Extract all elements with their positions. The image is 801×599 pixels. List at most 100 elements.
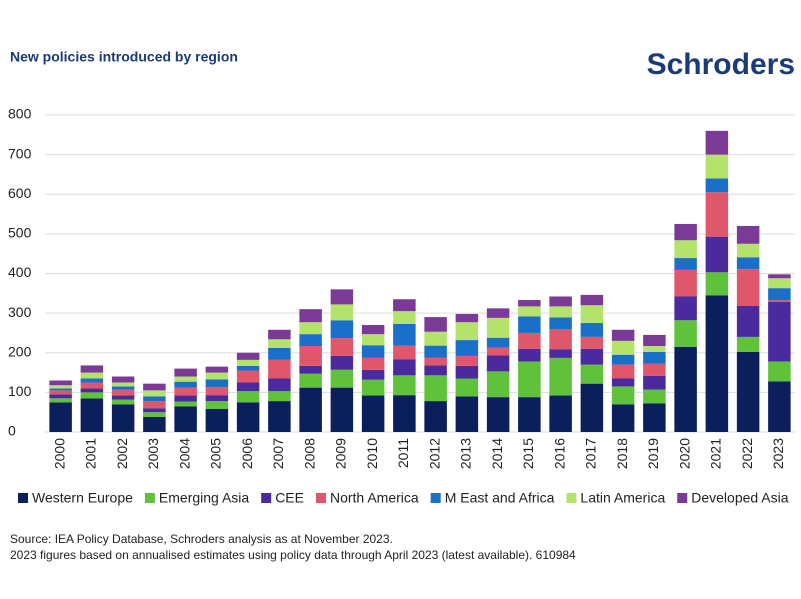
bar-segment xyxy=(174,395,197,402)
bar-segment xyxy=(674,320,697,347)
bar-segment xyxy=(736,225,760,244)
y-tick-label: 400 xyxy=(8,264,32,280)
bar-segment xyxy=(643,346,666,352)
bar-segment xyxy=(580,364,604,384)
bar-segment xyxy=(455,313,479,323)
bar-segment xyxy=(611,378,635,387)
bar-segment xyxy=(80,372,104,379)
y-tick-label: 100 xyxy=(8,383,32,399)
bar-segment xyxy=(361,325,385,335)
bar-segment xyxy=(330,355,354,370)
bar-segment xyxy=(205,395,229,402)
bar-segment xyxy=(768,274,791,279)
bar-segment xyxy=(455,355,479,366)
bar-segment xyxy=(268,391,291,402)
bar-segment xyxy=(49,398,72,403)
bar-segment xyxy=(80,392,104,399)
x-tick-label: 2008 xyxy=(301,438,317,469)
bar-segment xyxy=(424,401,447,432)
bar-segment xyxy=(111,395,135,400)
bar-segment xyxy=(143,412,166,417)
bar-segment xyxy=(268,329,291,340)
bar-segment xyxy=(49,385,72,389)
bar-segment xyxy=(143,401,166,409)
x-tick-label: 2013 xyxy=(458,438,474,469)
legend-label: Developed Asia xyxy=(691,490,789,506)
x-tick-label: 2012 xyxy=(426,438,442,469)
bar-segment xyxy=(705,178,729,193)
bar-segment xyxy=(49,388,72,391)
bar-segment xyxy=(143,390,166,397)
bar-segment xyxy=(361,334,385,346)
bar-segment xyxy=(49,394,72,399)
bar-segment xyxy=(549,395,572,432)
bar-segment xyxy=(486,397,510,432)
x-tick-label: 2002 xyxy=(114,438,130,469)
bar-segment xyxy=(768,300,791,303)
x-tick-label: 2016 xyxy=(551,438,567,469)
bar-segment xyxy=(330,387,354,432)
bar-segment xyxy=(674,269,697,297)
bar-segment xyxy=(611,386,635,405)
bar-segment xyxy=(143,396,166,402)
bar-segment xyxy=(205,401,229,410)
bar-segment xyxy=(393,395,416,432)
bar-segment xyxy=(393,311,416,324)
bar-segment xyxy=(768,361,791,382)
x-tick-label: 2006 xyxy=(239,438,255,469)
bar-segment xyxy=(361,345,385,358)
bar-segment xyxy=(643,351,666,364)
bar-segment xyxy=(111,389,135,396)
bar-segment xyxy=(299,373,322,388)
brand-logo: Schroders xyxy=(647,48,795,81)
bar-segment xyxy=(111,376,135,383)
bar-segment xyxy=(486,371,510,398)
bar-segment xyxy=(80,388,104,393)
bar-segment xyxy=(299,334,322,347)
bar-segment xyxy=(205,379,229,388)
bar-segment xyxy=(768,381,791,432)
x-tick-label: 2007 xyxy=(270,438,286,469)
x-tick-label: 2009 xyxy=(333,438,349,469)
x-tick-label: 2023 xyxy=(770,438,786,469)
bar-segment xyxy=(361,369,385,380)
legend-label: Western Europe xyxy=(32,490,133,506)
bar-segment xyxy=(111,404,135,432)
bar-segment xyxy=(299,346,322,366)
bar-segment xyxy=(736,305,760,337)
bar-segment xyxy=(330,289,354,305)
legend-swatch xyxy=(315,493,326,503)
bar-segment xyxy=(111,386,135,390)
bar-segment xyxy=(705,295,729,432)
bar-segment xyxy=(580,383,604,432)
legend-swatch xyxy=(677,493,688,503)
bar-segment xyxy=(768,302,791,362)
bar-segment xyxy=(393,299,416,312)
bar-segment xyxy=(549,296,572,307)
bar-segment xyxy=(424,331,447,346)
bar-segment xyxy=(49,402,72,432)
x-tick-label: 2022 xyxy=(739,438,755,469)
bar-segment xyxy=(580,348,604,365)
bar-segment xyxy=(111,382,135,387)
bar-segment xyxy=(299,365,322,374)
legend-swatch xyxy=(261,493,272,503)
bar-segment xyxy=(393,359,416,376)
bar-segment xyxy=(393,375,416,396)
bar-segment xyxy=(393,345,416,360)
bar-segment xyxy=(611,404,635,432)
legend-swatch xyxy=(430,493,441,503)
bar-segment xyxy=(580,305,604,324)
bar-segment xyxy=(205,372,229,380)
bar-segment xyxy=(549,306,572,318)
x-tick-label: 2019 xyxy=(645,438,661,469)
bar-segment xyxy=(174,401,197,407)
legend-label: North America xyxy=(330,490,419,506)
bar-segment xyxy=(330,304,354,321)
bar-segment xyxy=(205,387,229,396)
x-tick-label: 2017 xyxy=(583,438,599,469)
bar-segment xyxy=(736,351,760,432)
bar-segment xyxy=(736,243,760,258)
bar-segment xyxy=(549,317,572,330)
bar-segment xyxy=(518,316,541,333)
